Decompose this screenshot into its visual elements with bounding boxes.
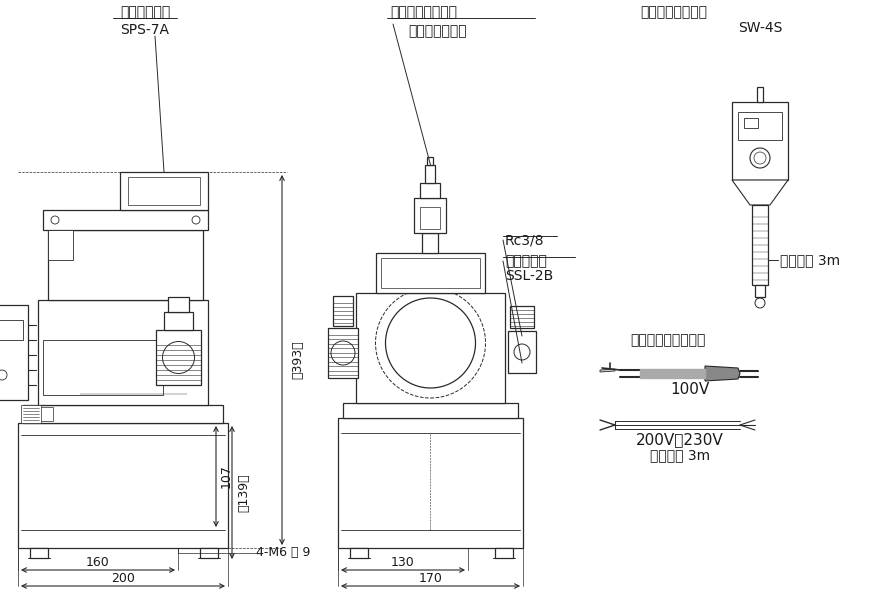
Bar (48, 230, 203, 300)
Bar (43, 210, 208, 230)
Text: （393）: （393） (291, 341, 304, 379)
Bar (420, 183, 440, 198)
Text: 200V・230V: 200V・230V (636, 432, 723, 448)
Bar (756, 87, 762, 102)
Bar (0, 320, 23, 340)
Text: 100V: 100V (670, 382, 709, 398)
Bar (414, 198, 446, 233)
Bar (200, 548, 218, 558)
Bar (349, 548, 368, 558)
Bar (494, 548, 513, 558)
Text: 200: 200 (111, 572, 135, 584)
Bar (120, 172, 208, 210)
Bar (128, 177, 200, 205)
Text: 手許操作スイッチ: 手許操作スイッチ (639, 5, 706, 19)
Bar (509, 306, 534, 328)
Bar (376, 253, 485, 293)
Polygon shape (704, 366, 739, 381)
Bar (43, 340, 162, 395)
Text: 170: 170 (418, 572, 442, 584)
Text: Rc3/8: Rc3/8 (505, 233, 543, 247)
Bar (731, 102, 787, 180)
Text: 4-M6 深 9: 4-M6 深 9 (255, 547, 310, 559)
Text: SPS-7A: SPS-7A (120, 23, 169, 37)
Polygon shape (600, 369, 615, 372)
Text: 方向制御弁: 方向制御弁 (505, 254, 546, 268)
Bar (342, 403, 517, 418)
Text: 電源コード先端形状: 電源コード先端形状 (630, 333, 704, 347)
Text: レベルゲージ付: レベルゲージ付 (407, 24, 466, 38)
Text: 空気弁及び給油口: 空気弁及び給油口 (390, 5, 457, 19)
Text: コード長 3m: コード長 3m (779, 253, 839, 267)
Bar (23, 405, 223, 423)
Bar (380, 258, 479, 288)
Bar (333, 296, 353, 326)
Text: コード長 3m: コード長 3m (649, 448, 709, 462)
Bar (30, 548, 48, 558)
Bar (155, 330, 201, 385)
Bar (18, 423, 227, 548)
Bar (48, 230, 73, 260)
Bar (21, 405, 41, 423)
Bar (752, 205, 767, 285)
Bar (427, 157, 433, 165)
Text: 130: 130 (391, 556, 414, 569)
Text: 160: 160 (86, 556, 110, 569)
Text: 圧力スイッチ: 圧力スイッチ (119, 5, 170, 19)
Bar (164, 312, 193, 330)
Bar (754, 285, 764, 297)
Bar (28, 407, 53, 421)
Bar (507, 331, 536, 373)
Text: （139）: （139） (237, 473, 250, 512)
Bar (422, 233, 438, 253)
Bar (420, 207, 440, 229)
Bar (743, 118, 757, 128)
Text: 107: 107 (220, 465, 233, 489)
Text: SSL-2B: SSL-2B (505, 269, 552, 283)
Bar (0, 305, 28, 400)
Bar (425, 165, 435, 183)
Text: SW-4S: SW-4S (737, 21, 781, 35)
Bar (168, 297, 189, 312)
Polygon shape (731, 180, 787, 205)
Bar (738, 112, 781, 140)
Bar (356, 293, 505, 403)
Bar (327, 328, 357, 378)
Bar (38, 300, 208, 405)
Bar (338, 418, 522, 548)
